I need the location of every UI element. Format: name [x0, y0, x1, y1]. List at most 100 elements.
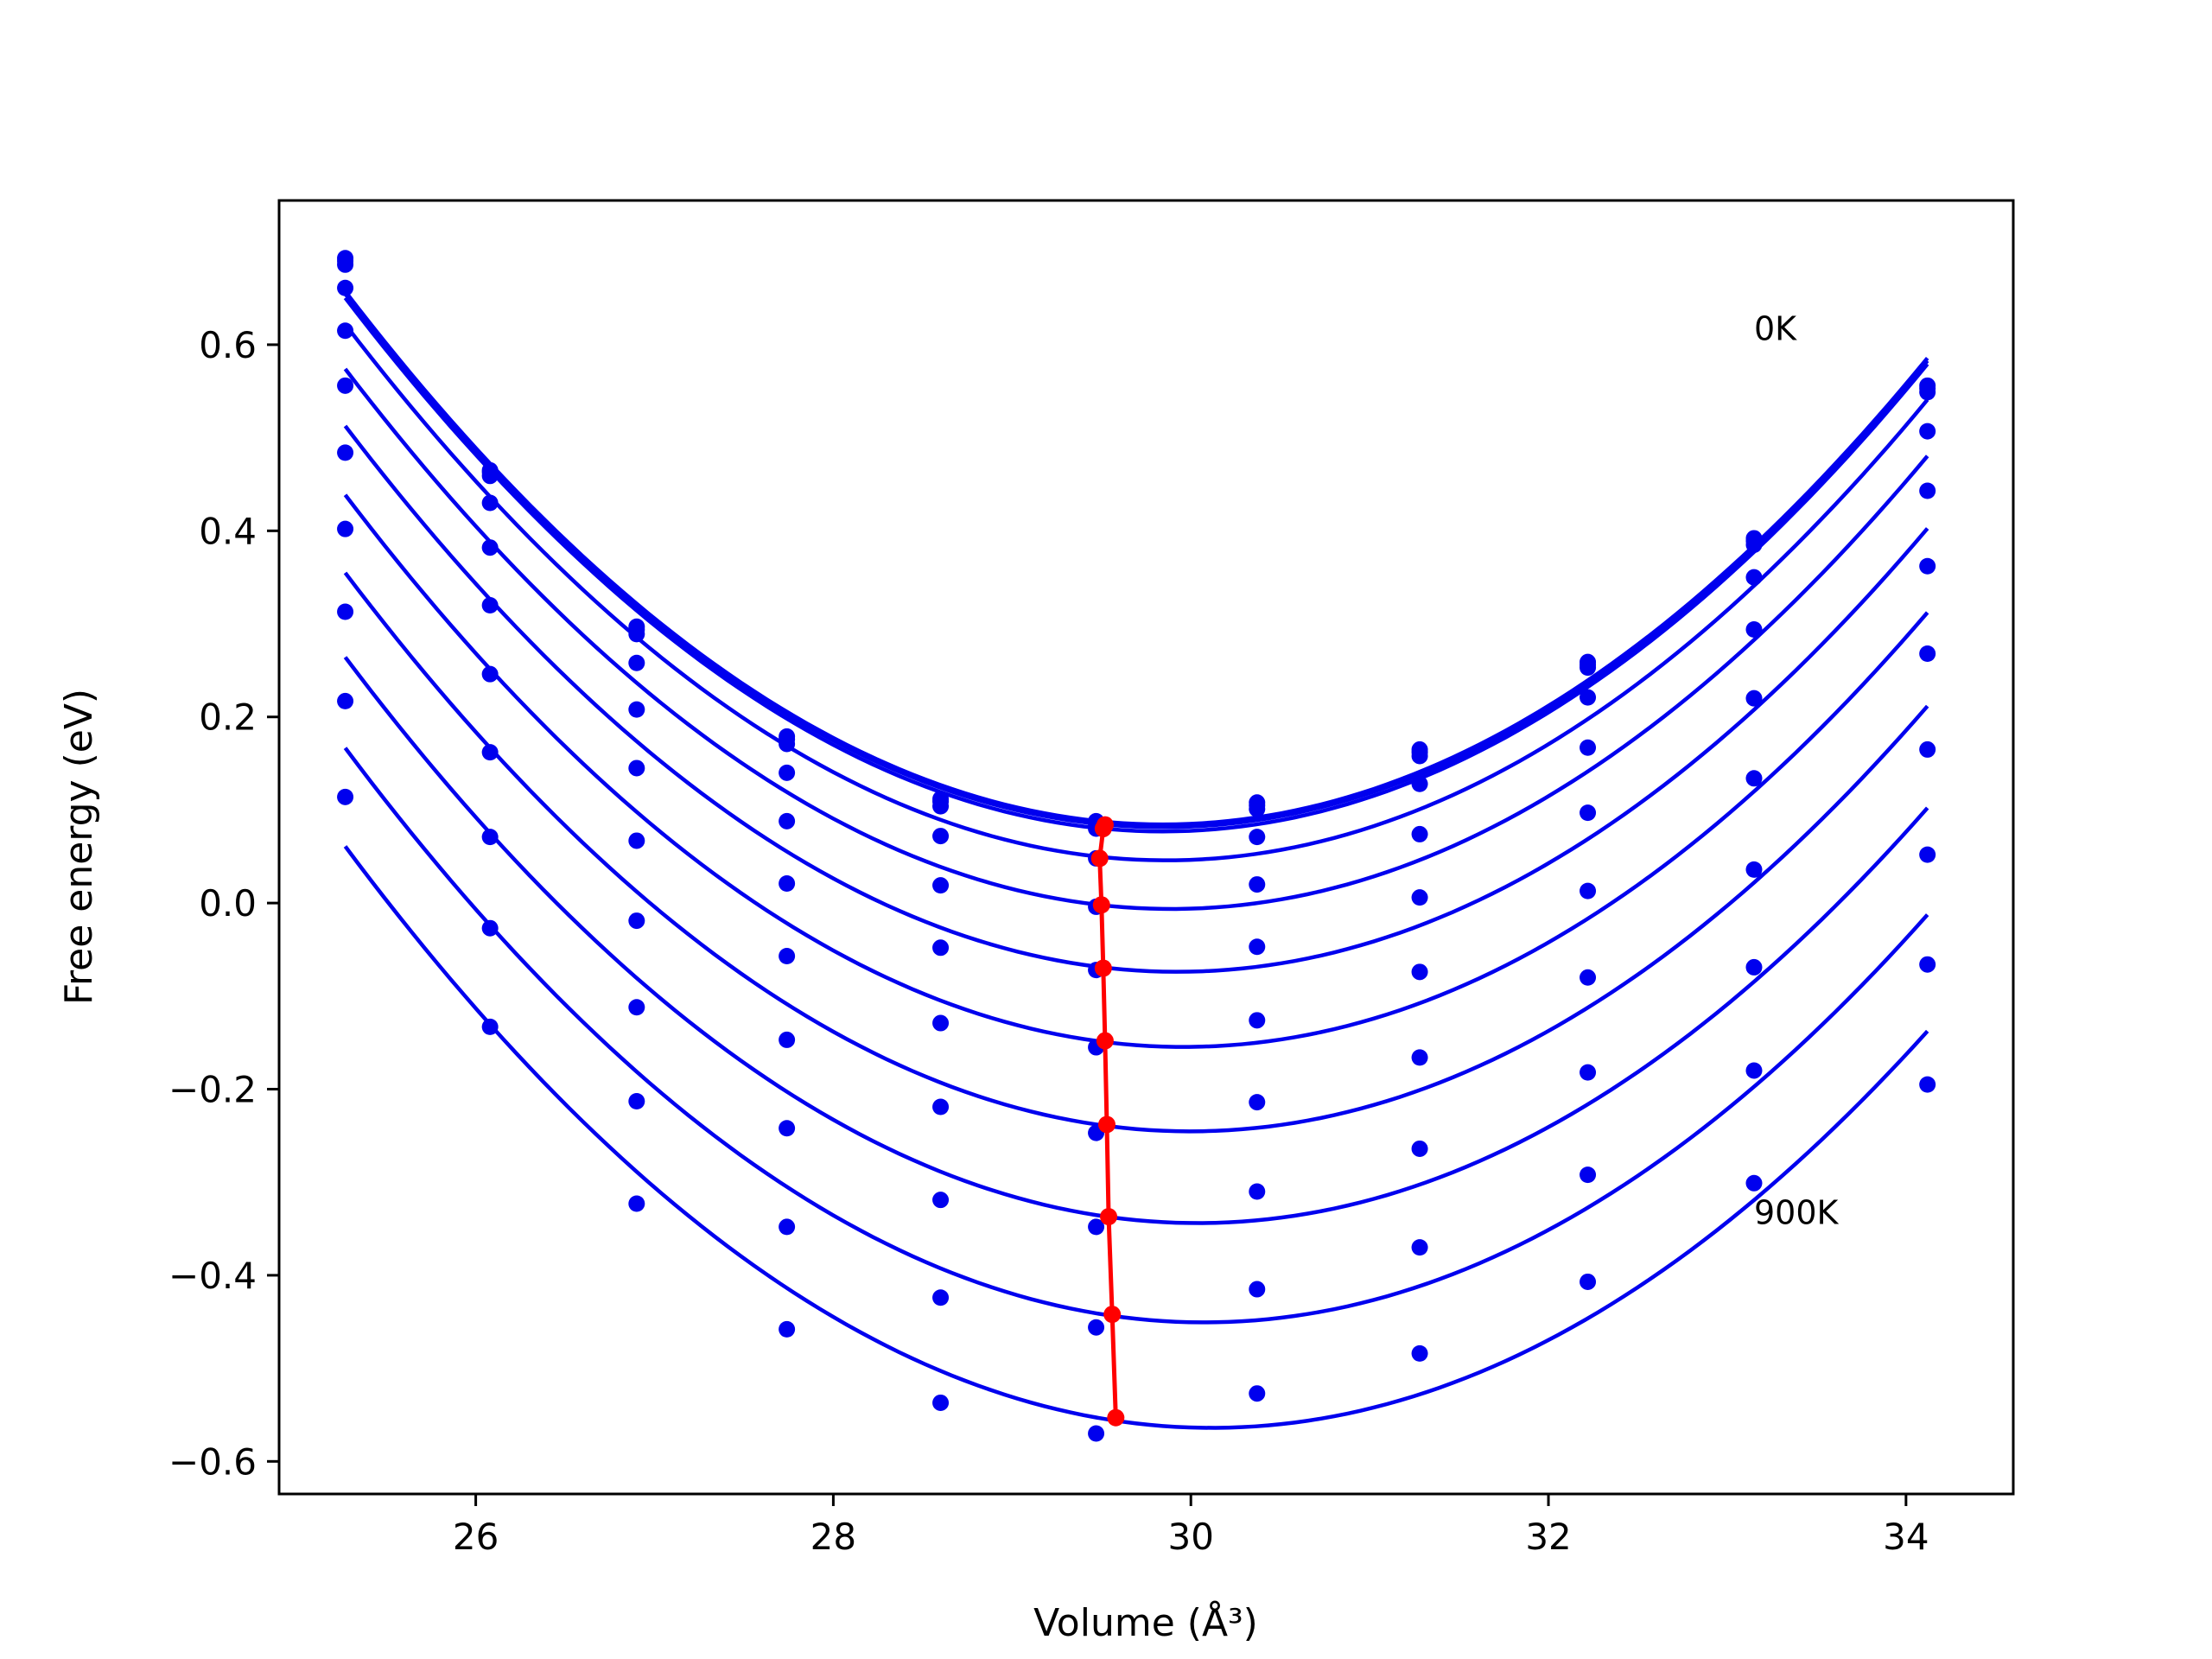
fit-curve-500K [343, 424, 1929, 974]
data-point [1411, 963, 1428, 981]
data-point [1580, 804, 1597, 822]
data-point [1919, 741, 1936, 758]
data-point [1249, 1385, 1266, 1402]
data-point [1249, 829, 1266, 846]
data-point [628, 999, 645, 1016]
x-tick-label: 26 [453, 1516, 499, 1558]
data-point [1745, 569, 1763, 586]
plot-frame [277, 199, 2015, 1496]
data-point [932, 939, 950, 957]
data-point [1411, 1239, 1428, 1256]
data-point [1249, 938, 1266, 956]
data-point [1580, 689, 1597, 706]
data-point [1580, 1166, 1597, 1184]
data-point [1580, 882, 1597, 899]
data-point [628, 626, 645, 643]
y-axis-ticks: −0.6 −0.4 −0.2 0.0 0.2 0.4 0.6 [168, 324, 279, 1483]
data-point [337, 279, 354, 296]
data-point [337, 788, 354, 805]
x-axis-label: Volume (Å³) [1033, 1599, 1258, 1645]
minimum-point [1092, 896, 1110, 914]
data-point [932, 1289, 950, 1306]
y-tick-label: 0.2 [199, 696, 257, 739]
data-point [932, 1192, 950, 1209]
data-point [628, 760, 645, 777]
data-point [481, 829, 499, 846]
data-point [628, 832, 645, 849]
data-point [1088, 1319, 1105, 1336]
fit-curve-200K [343, 296, 1929, 834]
y-tick-label: −0.4 [168, 1255, 257, 1297]
data-point [628, 912, 645, 930]
data-point [1580, 1273, 1597, 1290]
minimum-point [1097, 1116, 1116, 1134]
data-point [481, 744, 499, 761]
minimum-point [1090, 849, 1109, 868]
data-point [1745, 861, 1763, 878]
y-axis-label: Free energy (eV) [57, 689, 101, 1005]
minimum-curve [1090, 816, 1125, 1427]
data-point [1249, 800, 1266, 817]
minimum-line [1097, 823, 1118, 1418]
data-point [481, 467, 499, 485]
y-tick-label: −0.6 [168, 1440, 257, 1483]
data-point [337, 322, 354, 340]
fit-curves [343, 289, 1929, 1430]
y-tick-label: 0.6 [199, 324, 257, 366]
annotation-0K: 0K [1754, 310, 1797, 348]
data-point [1919, 846, 1936, 863]
data-point [1745, 1174, 1763, 1192]
data-point [932, 798, 950, 815]
data-point [628, 1093, 645, 1110]
data-point [337, 444, 354, 461]
data-point [337, 256, 354, 273]
data-point [481, 596, 499, 613]
data-point [337, 377, 354, 394]
minimum-point [1100, 1208, 1118, 1226]
x-axis-ticks: 26 28 30 32 34 [453, 1494, 1929, 1558]
x-tick-label: 28 [810, 1516, 856, 1558]
data-point [1249, 876, 1266, 893]
data-point [1249, 1183, 1266, 1200]
fit-curve-100K [343, 292, 1929, 830]
data-point [1745, 536, 1763, 553]
annotation-900K: 900K [1754, 1194, 1840, 1232]
y-tick-label: −0.2 [168, 1069, 257, 1111]
data-point [779, 735, 796, 753]
data-point [779, 1031, 796, 1048]
data-point [1745, 690, 1763, 707]
data-point [1411, 1049, 1428, 1066]
data-point [779, 1320, 796, 1338]
y-tick-label: 0.0 [199, 882, 257, 925]
data-point [481, 494, 499, 512]
data-point [1411, 825, 1428, 842]
data-point [1411, 775, 1428, 792]
data-point [1919, 384, 1936, 401]
data-point [337, 520, 354, 537]
data-point [1411, 1344, 1428, 1362]
data-point [1745, 1062, 1763, 1079]
data-point [779, 1218, 796, 1236]
data-point [1919, 645, 1936, 662]
data-point [481, 1018, 499, 1035]
data-point [481, 919, 499, 937]
data-point [932, 828, 950, 845]
data-point [779, 764, 796, 781]
minimum-point [1103, 1306, 1122, 1324]
fit-curve-400K [343, 367, 1929, 912]
y-tick-label: 0.4 [199, 510, 257, 552]
data-point [779, 812, 796, 830]
fit-curve-800K [343, 656, 1929, 1225]
data-point [779, 1120, 796, 1137]
data-point [932, 1394, 950, 1411]
data-points [337, 250, 1936, 1442]
x-tick-label: 34 [1883, 1516, 1929, 1558]
fit-curve-700K [343, 571, 1929, 1134]
fit-curve-900K [343, 747, 1929, 1325]
data-point [1411, 747, 1428, 765]
data-point [1919, 423, 1936, 440]
data-point [1745, 958, 1763, 976]
minimum-point [1094, 819, 1112, 837]
data-point [1580, 739, 1597, 756]
